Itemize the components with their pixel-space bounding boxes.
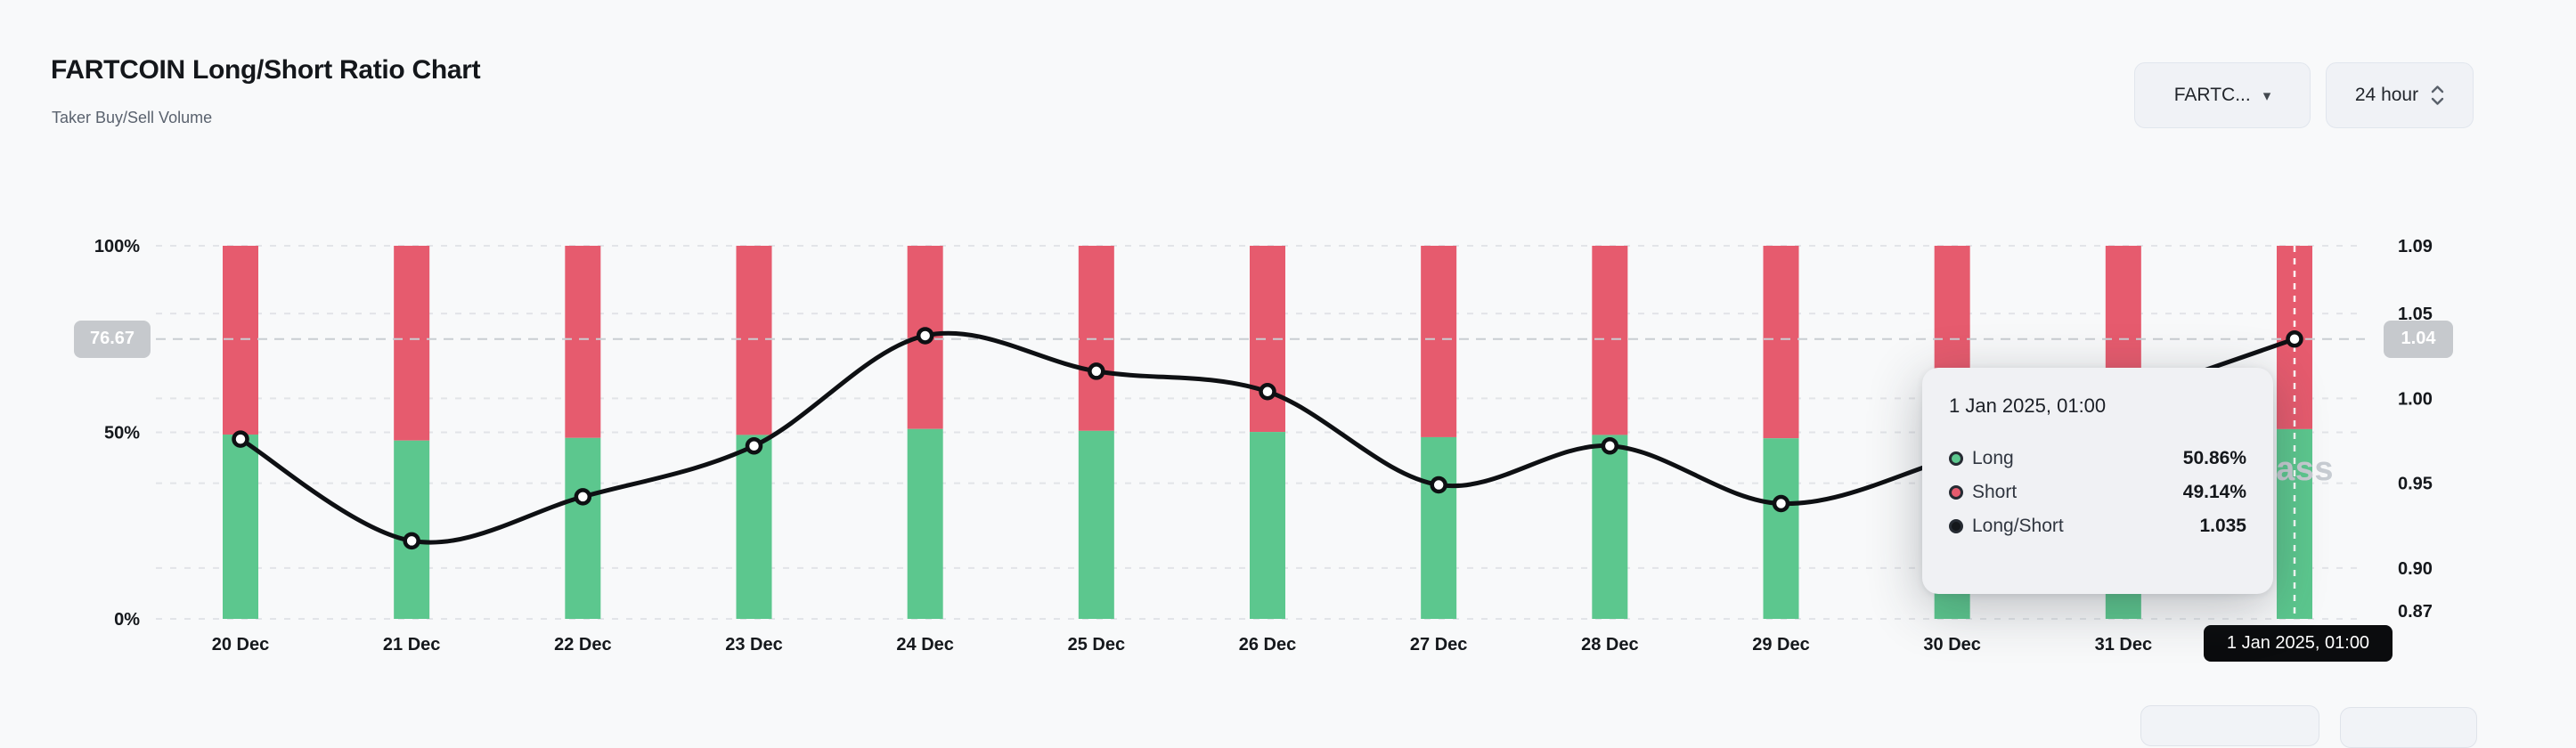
- right-axis-tick: 0.90: [2398, 559, 2433, 579]
- bar-long-27 Dec[interactable]: [1421, 436, 1457, 619]
- ratio-marker-21 Dec[interactable]: [403, 532, 420, 550]
- x-axis-tick: 30 Dec: [1923, 635, 1981, 654]
- right-axis-tick: 0.95: [2398, 475, 2433, 494]
- symbol-dropdown-label: FARTC...: [2173, 85, 2251, 105]
- x-axis-tick: 21 Dec: [383, 635, 441, 654]
- chart-tooltip: 1 Jan 2025, 01:00 Long 50.86% Short 49.1…: [1922, 368, 2273, 594]
- bar-long-22 Dec[interactable]: [565, 437, 601, 619]
- tooltip-row-long: Long 50.86%: [1949, 448, 2246, 469]
- updown-chevrons-icon: [2431, 85, 2444, 105]
- tooltip-title: 1 Jan 2025, 01:00: [1949, 394, 2107, 417]
- bottom-left-cutoff-button[interactable]: [2140, 705, 2319, 746]
- bar-short-27 Dec[interactable]: [1421, 246, 1457, 437]
- long-dot-icon: [1949, 451, 1963, 466]
- bar-short-21 Dec[interactable]: [394, 246, 430, 441]
- bar-short-28 Dec[interactable]: [1592, 246, 1628, 435]
- bar-short-20 Dec[interactable]: [223, 246, 258, 435]
- x-axis-tick: 27 Dec: [1410, 635, 1468, 654]
- interval-dropdown-label: 24 hour: [2354, 85, 2419, 105]
- bar-long-20 Dec[interactable]: [223, 435, 258, 619]
- right-axis-tick: 1.00: [2398, 389, 2433, 409]
- bar-long-28 Dec[interactable]: [1592, 435, 1628, 619]
- bar-long-25 Dec[interactable]: [1078, 430, 1114, 619]
- crosshair-left-value-badge: 76.67: [74, 320, 151, 358]
- symbol-dropdown[interactable]: FARTC... ▾: [2134, 62, 2311, 128]
- x-axis-tick: 25 Dec: [1068, 635, 1126, 654]
- bar-long-23 Dec[interactable]: [736, 435, 772, 619]
- interval-dropdown[interactable]: 24 hour: [2326, 62, 2474, 128]
- short-dot-icon: [1949, 485, 1963, 500]
- left-axis-tick: 50%: [104, 424, 140, 443]
- ratio-marker-20 Dec[interactable]: [232, 430, 249, 448]
- left-axis-tick: 0%: [114, 610, 140, 630]
- ratio-marker-27 Dec[interactable]: [1430, 476, 1447, 494]
- left-axis-tick: 100%: [94, 237, 140, 256]
- bar-long-21 Dec[interactable]: [394, 440, 430, 619]
- tooltip-row-ratio: Long/Short 1.035: [1949, 516, 2246, 537]
- x-axis-tick: 22 Dec: [554, 635, 612, 654]
- page-subtitle: Taker Buy/Sell Volume: [52, 109, 213, 126]
- x-axis-tick: 20 Dec: [212, 635, 270, 654]
- tooltip-row-short: Short 49.14%: [1949, 482, 2246, 503]
- ratio-marker-28 Dec[interactable]: [1601, 436, 1619, 455]
- right-axis-tick: 1.09: [2398, 237, 2433, 256]
- ratio-marker-24 Dec[interactable]: [916, 327, 934, 345]
- x-axis-tick: 24 Dec: [896, 635, 954, 654]
- ratio-marker-25 Dec[interactable]: [1088, 362, 1105, 380]
- right-axis-tick: 0.87: [2398, 602, 2433, 622]
- right-axis-tick: 1.05: [2398, 305, 2433, 324]
- page-title: FARTCOIN Long/Short Ratio Chart: [51, 55, 481, 85]
- ratio-marker-23 Dec[interactable]: [745, 436, 763, 455]
- crosshair-right-value-badge: 1.04: [2384, 320, 2453, 358]
- x-axis-tick: 23 Dec: [725, 635, 783, 654]
- ratio-marker-26 Dec[interactable]: [1259, 383, 1276, 401]
- x-axis-tick: 31 Dec: [2095, 635, 2153, 654]
- bar-short-29 Dec[interactable]: [1763, 246, 1799, 439]
- x-axis-tick: 29 Dec: [1752, 635, 1810, 654]
- crosshair-date-badge: 1 Jan 2025, 01:00: [2204, 625, 2393, 662]
- ratio-marker-1 Jan[interactable]: [2286, 330, 2303, 348]
- bar-long-26 Dec[interactable]: [1250, 432, 1285, 619]
- chevron-down-icon: ▾: [2262, 86, 2271, 104]
- bar-short-22 Dec[interactable]: [565, 246, 601, 438]
- bottom-right-cutoff-button[interactable]: [2340, 707, 2477, 748]
- bar-long-24 Dec[interactable]: [907, 428, 943, 619]
- bar-short-23 Dec[interactable]: [736, 246, 772, 435]
- ratio-marker-29 Dec[interactable]: [1772, 494, 1790, 513]
- ratio-marker-22 Dec[interactable]: [574, 488, 592, 506]
- x-axis-tick: 26 Dec: [1239, 635, 1297, 654]
- long-short-ratio-chart[interactable]: 0% 50% 100% 1.09 1.05 1.00 0.95 0.90 0.87 20 Dec 2…: [0, 0, 2576, 718]
- long-short-dot-icon: [1949, 519, 1963, 533]
- bar-long-29 Dec[interactable]: [1763, 438, 1799, 619]
- x-axis-tick: 28 Dec: [1581, 635, 1639, 654]
- crosshair-lines: [156, 246, 2365, 619]
